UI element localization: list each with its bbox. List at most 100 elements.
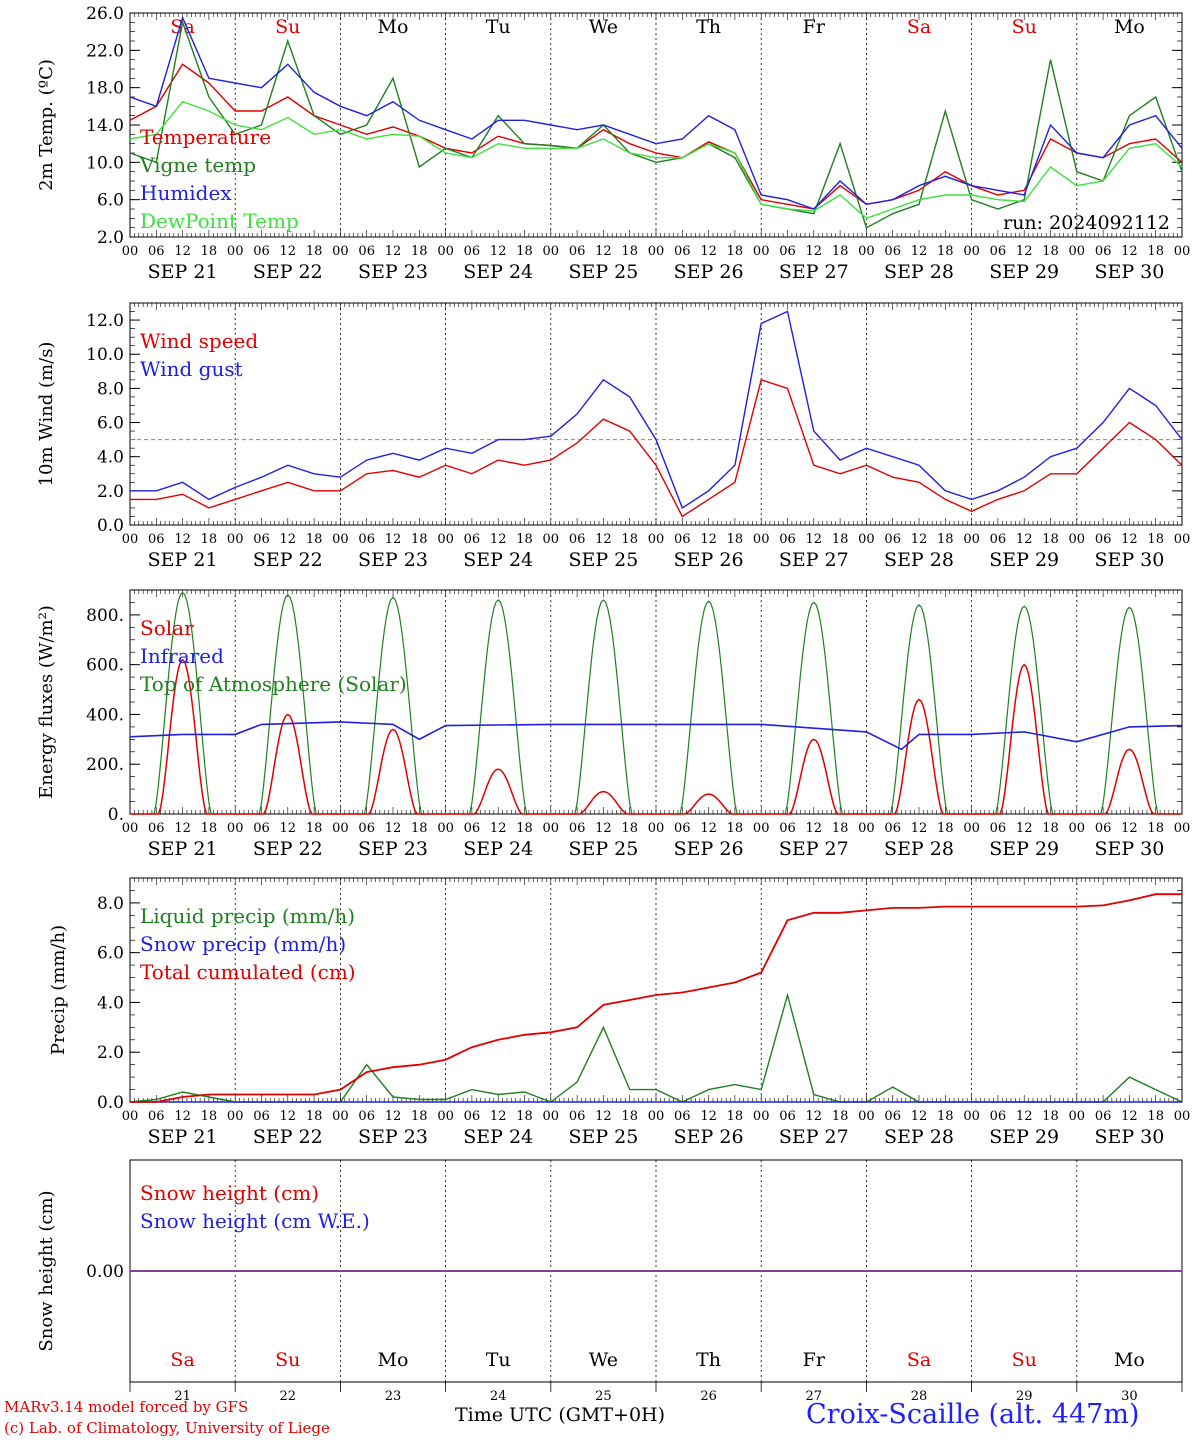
chart-precip-x-tick-label: 12 (1016, 1109, 1033, 1124)
chart-precip-x-tick-label: 18 (516, 1109, 533, 1124)
chart-precip-x-tick-label: 06 (464, 1109, 481, 1124)
chart-energy-x-tick-label: 18 (411, 821, 428, 836)
chart-wind-x-tick-label: 12 (595, 532, 612, 547)
chart-energy-x-tick-label: 06 (148, 821, 165, 836)
chart-energy-x-tick-label: 00 (858, 821, 875, 836)
chart-temperature-x-tick-label: 12 (700, 244, 717, 259)
chart-temperature-x-tick-label: 00 (1069, 244, 1086, 259)
chart-energy-date-label: SEP 29 (989, 838, 1059, 860)
chart-wind-legend-entry: Wind speed (140, 329, 258, 353)
chart-wind-date-label: SEP 29 (989, 549, 1059, 571)
chart-energy-x-tick-label: 18 (516, 821, 533, 836)
chart-energy-x-tick-label: 12 (806, 821, 823, 836)
chart-snow-day-number: 21 (174, 1389, 191, 1404)
chart-precip-x-tick-label: 18 (727, 1109, 744, 1124)
chart-precip-y-tick-label: 6.0 (97, 944, 124, 964)
chart-precip-x-tick-label: 06 (1095, 1109, 1112, 1124)
chart-temperature-x-tick-label: 12 (280, 244, 297, 259)
chart-wind-x-tick-label: 00 (543, 532, 560, 547)
chart-wind-x-tick-label: 18 (1147, 532, 1164, 547)
chart-precip-x-tick-label: 06 (253, 1109, 270, 1124)
chart-energy-x-tick-label: 00 (963, 821, 980, 836)
chart-wind-legend-entry: Wind gust (140, 357, 243, 381)
chart-temperature-day-label: Th (696, 16, 721, 38)
chart-temperature-x-tick-label: 18 (937, 244, 954, 259)
chart-precip-date-label: SEP 29 (989, 1126, 1059, 1148)
chart-temperature-series-0 (129, 63, 1183, 210)
chart-energy-date-label: SEP 25 (568, 838, 638, 860)
chart-wind-x-tick-label: 12 (1016, 532, 1033, 547)
chart-precip-x-tick-label: 00 (332, 1109, 349, 1124)
chart-snow-day-number: 25 (595, 1389, 612, 1404)
chart-temperature-x-tick-label: 12 (911, 244, 928, 259)
model-credit-line2: (c) Lab. of Climatology, University of L… (4, 1419, 330, 1437)
chart-precip-y-tick-label: 2.0 (97, 1043, 124, 1063)
chart-energy-x-tick-label: 12 (700, 821, 717, 836)
chart-snow-day-label: Mo (1114, 1349, 1145, 1371)
chart-temperature-series-2 (129, 15, 1183, 210)
chart-energy-date-label: SEP 22 (253, 838, 323, 860)
chart-temperature-date-label: SEP 29 (989, 261, 1059, 283)
chart-snow-legend-entry: Snow height (cm) (140, 1181, 319, 1205)
chart-energy-x-tick-label: 12 (595, 821, 612, 836)
chart-wind-x-tick-label: 06 (148, 532, 165, 547)
chart-energy-legend-entry: Solar (140, 616, 194, 640)
chart-temperature-x-tick-label: 06 (464, 244, 481, 259)
chart-temperature-x-tick-label: 18 (621, 244, 638, 259)
chart-wind-x-tick-label: 06 (253, 532, 270, 547)
chart-energy-x-tick-label: 12 (385, 821, 402, 836)
chart-energy-y-tick-label: 200. (86, 755, 124, 775)
chart-precip-date-label: SEP 27 (779, 1126, 849, 1148)
chart-snow-legend-entry: Snow height (cm W.E.) (140, 1209, 370, 1233)
chart-temperature-run-label: run: 2024092112 (1003, 212, 1170, 234)
chart-precip-x-tick-label: 06 (990, 1109, 1007, 1124)
chart-snow-y-tick-label: 0.00 (86, 1262, 124, 1282)
chart-snow-day-label: Su (275, 1349, 300, 1371)
chart-energy-x-tick-label: 06 (358, 821, 375, 836)
chart-temperature-x-tick-label: 00 (543, 244, 560, 259)
chart-precip-date-label: SEP 23 (358, 1126, 428, 1148)
chart-snow-day-number: 28 (911, 1389, 928, 1404)
chart-temperature-x-tick-label: 18 (727, 244, 744, 259)
chart-energy-x-tick-label: 06 (884, 821, 901, 836)
chart-temperature-y-tick-label: 2.0 (97, 228, 124, 248)
chart-precip-y-tick-label: 0.0 (97, 1093, 124, 1113)
chart-wind-x-tick-label: 06 (464, 532, 481, 547)
chart-precip-y-axis-label: Precip (mm/h) (48, 925, 69, 1055)
chart-temperature-series-1 (129, 19, 1183, 229)
chart-energy-x-tick-label: 12 (280, 821, 297, 836)
chart-temperature-x-tick-label: 12 (174, 244, 191, 259)
chart-energy-x-tick-label: 18 (727, 821, 744, 836)
chart-temperature-x-tick-label: 00 (437, 244, 454, 259)
chart-precip-series-2 (130, 893, 1182, 1103)
chart-precip-legend-entry: Snow precip (mm/h) (140, 932, 346, 956)
chart-temperature-x-tick-label: 18 (832, 244, 849, 259)
chart-temperature-x-tick-label: 06 (358, 244, 375, 259)
chart-temperature-date-label: SEP 22 (253, 261, 323, 283)
chart-precip-legend-entry: Total cumulated (cm) (140, 960, 356, 984)
chart-temperature-date-label: SEP 24 (463, 261, 533, 283)
chart-wind-y-tick-label: 4.0 (97, 448, 124, 468)
chart-temperature-day-label: Mo (1114, 16, 1145, 38)
chart-precip-y-tick-label: 8.0 (97, 894, 124, 914)
chart-wind-x-tick-label: 00 (332, 532, 349, 547)
chart-snow-day-label: Sa (907, 1349, 931, 1371)
chart-wind-x-tick-label: 06 (990, 532, 1007, 547)
chart-temperature-y-tick-label: 6.0 (97, 191, 124, 211)
chart-temperature-x-tick-label: 18 (306, 244, 323, 259)
chart-precip-x-tick-label: 12 (911, 1109, 928, 1124)
chart-temperature-x-tick-label: 00 (227, 244, 244, 259)
chart-wind-x-tick-label: 06 (779, 532, 796, 547)
chart-wind-date-label: SEP 24 (463, 549, 533, 571)
chart-temperature-y-tick-label: 10.0 (86, 153, 124, 173)
chart-precip-x-tick-label: 18 (1147, 1109, 1164, 1124)
chart-precip-x-tick-label: 18 (621, 1109, 638, 1124)
chart-temperature-x-tick-label: 12 (1121, 244, 1138, 259)
chart-temperature-date-label: SEP 25 (568, 261, 638, 283)
chart-wind-date-label: SEP 26 (674, 549, 744, 571)
chart-temperature-day-label: We (589, 16, 618, 38)
chart-precip-x-tick-label: 00 (858, 1109, 875, 1124)
chart-precip-x-tick-label-end: 00 (1174, 1109, 1191, 1124)
chart-energy-x-tick-label: 00 (227, 821, 244, 836)
chart-precip-x-tick-label: 00 (753, 1109, 770, 1124)
